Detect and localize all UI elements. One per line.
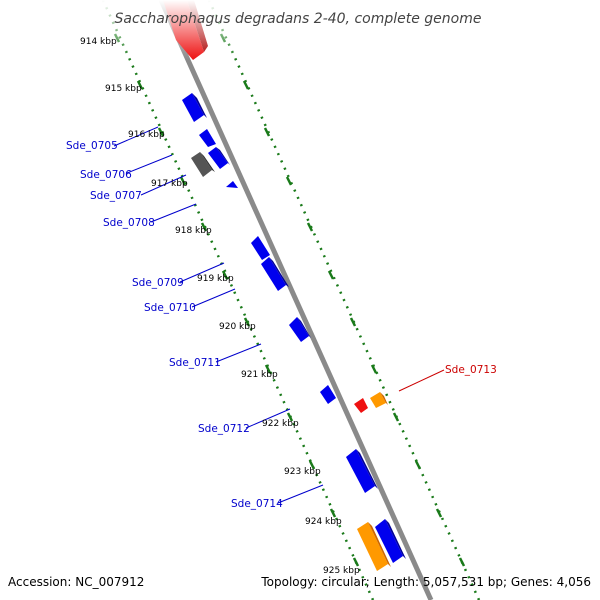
genome-backbone: [158, 0, 434, 600]
gene-label-sde-0711[interactable]: Sde_0711: [169, 357, 221, 369]
scale-major-tick-right-10: [435, 508, 443, 518]
scale-track-left: [101, 0, 375, 600]
tick-label-9: 923 kbp: [284, 467, 321, 477]
scale-major-tick-right-3: [285, 176, 293, 186]
gene-sde-0707-gray[interactable]: [191, 152, 215, 177]
gene-labels: Sde_0705 Sde_0706 Sde_0707 Sde_0708 Sde_0709…: [66, 140, 497, 510]
tick-label-4: 918 kbp: [175, 226, 212, 236]
gene-label-sde-0706[interactable]: Sde_0706: [80, 169, 132, 181]
tick-label-10: 924 kbp: [305, 517, 342, 527]
gene-label-sde-0709[interactable]: Sde_0709: [132, 277, 184, 289]
tick-label-1: 915 kbp: [105, 84, 142, 94]
tick-label-11: 925 kbp: [323, 566, 360, 576]
gene-label-sde-0705[interactable]: Sde_0705: [66, 140, 118, 152]
gene-sde-0705-feature[interactable]: [182, 93, 207, 122]
scale-major-tick-left-6: [243, 317, 251, 327]
accession-text: Accession: NC_007912: [8, 575, 144, 589]
gene-blue-bottom[interactable]: [375, 519, 406, 563]
scale-major-tick-right-11: [458, 557, 466, 567]
gene-label-sde-0714[interactable]: Sde_0714: [231, 498, 283, 510]
scale-major-tick-left-3: [179, 176, 187, 186]
tick-label-2: 916 kbp: [128, 130, 165, 140]
scale-major-tick-left-7: [264, 364, 272, 374]
scale-major-tick-left-8: [286, 412, 294, 422]
scale-major-tick-left-1: [136, 80, 144, 90]
tick-labels: 914 kbp 915 kbp 916 kbp 917 kbp 918 kbp 919 k…: [80, 37, 360, 576]
scale-major-tick-right-7: [370, 364, 378, 374]
scale-major-tick-right-9: [414, 460, 422, 470]
map-title: Saccharophagus degradans 2-40, complete …: [115, 11, 482, 27]
scale-major-tick-right-8: [392, 412, 400, 422]
scale-tracks: [101, 0, 481, 600]
tick-label-6: 920 kbp: [219, 322, 256, 332]
gene-label-lines: [113, 126, 445, 504]
gene-label-sde-0707[interactable]: Sde_0707: [90, 190, 142, 202]
gene-sde-0706-feature[interactable]: [199, 129, 216, 147]
tick-label-5: 919 kbp: [197, 274, 234, 284]
scale-major-tick-left-2: [157, 127, 165, 137]
tick-label-7: 921 kbp: [241, 370, 278, 380]
scale-major-tick-right-5: [327, 270, 335, 280]
tick-label-0: 914 kbp: [80, 37, 117, 47]
gene-sde-0709-feature[interactable]: [251, 236, 270, 260]
gene-sde-0712-feature[interactable]: [320, 385, 336, 404]
scale-major-tick-right-4: [306, 222, 314, 232]
tick-label-3: 917 kbp: [151, 179, 188, 189]
scale-major-tick-right-2: [263, 127, 271, 137]
top-fade: [0, 0, 600, 60]
gene-sde-0708-feature[interactable]: [208, 147, 230, 169]
gene-sde-0711-feature[interactable]: [289, 317, 311, 342]
genome-summary-text: Topology: circular; Length: 5,057,531 bp…: [260, 575, 591, 589]
gene-sde-0713-red[interactable]: [354, 398, 368, 413]
scale-major-tick-left-4: [200, 222, 208, 232]
scale-major-tick-left-11: [352, 557, 360, 567]
scale-major-tick-right-6: [349, 317, 357, 327]
gene-label-sde-0710[interactable]: Sde_0710: [144, 302, 196, 314]
gene-sde-0714-feature[interactable]: [346, 449, 378, 493]
gene-label-sde-0712[interactable]: Sde_0712: [198, 423, 250, 435]
scale-major-tick-left-10: [329, 508, 337, 518]
gene-orange-bottom[interactable]: [357, 522, 391, 571]
tick-label-8: 922 kbp: [262, 419, 299, 429]
scale-major-tick-left-9: [308, 460, 316, 470]
scale-major-tick-left-5: [221, 270, 229, 280]
gene-sde-0710-feature[interactable]: [261, 257, 289, 291]
gene-sde-0713-orange[interactable]: [370, 392, 388, 408]
gene-label-sde-0708[interactable]: Sde_0708: [103, 217, 155, 229]
scale-major-tick-right-1: [242, 80, 250, 90]
scale-track-right: [207, 0, 481, 600]
gene-small-blue[interactable]: [226, 181, 238, 188]
gene-label-sde-0713[interactable]: Sde_0713: [445, 364, 497, 376]
